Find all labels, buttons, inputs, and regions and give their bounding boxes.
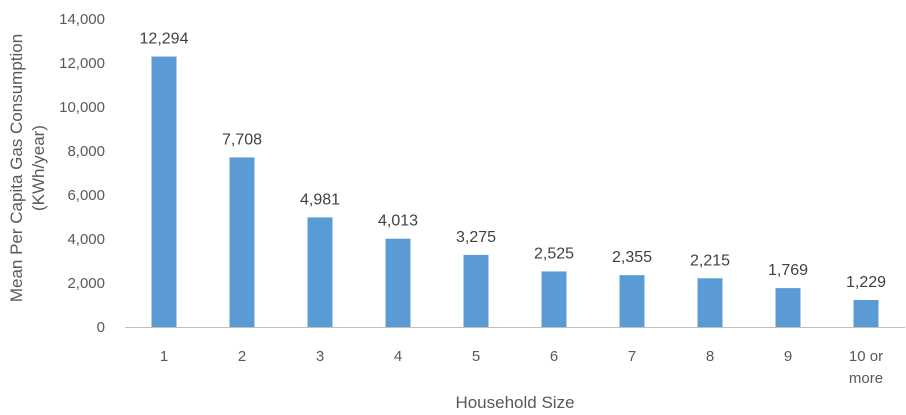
bar [853, 299, 879, 327]
y-tick-label: 0 [97, 319, 105, 336]
data-label: 7,708 [222, 131, 262, 148]
bar [619, 275, 645, 327]
data-labels: 12,294 7,708 4,981 4,013 3,275 2,525 2,355 2,21… [140, 31, 887, 291]
y-tick-label: 8,000 [67, 143, 105, 160]
x-tick-label: 10 or [849, 348, 883, 365]
data-label: 3,275 [456, 229, 496, 246]
x-tick-label: 2 [238, 348, 246, 365]
bar [697, 278, 723, 327]
x-tick-label: 6 [550, 348, 558, 365]
y-axis-title-line: (KWh/year) [29, 125, 48, 211]
data-label: 1,769 [768, 262, 808, 279]
y-tick-label: 14,000 [59, 11, 105, 28]
x-tick-label: 1 [160, 348, 168, 365]
x-tick-label: 7 [628, 348, 636, 365]
x-tick-label: 9 [784, 348, 792, 365]
y-tick-label: 2,000 [67, 275, 105, 292]
y-axis-title-line: Mean Per Capita Gas Consumption [7, 34, 26, 302]
y-tick-label: 4,000 [67, 231, 105, 248]
bar [229, 157, 255, 327]
bar [151, 56, 177, 327]
x-tick-label: more [849, 370, 883, 387]
y-tick-label: 6,000 [67, 187, 105, 204]
y-axis-title: Mean Per Capita Gas Consumption (KWh/year… [7, 34, 48, 302]
x-tick-label: 3 [316, 348, 324, 365]
x-axis-title: Household Size [455, 393, 574, 412]
data-label: 4,013 [378, 213, 418, 230]
data-label: 2,355 [612, 249, 652, 266]
data-label: 4,981 [300, 191, 340, 208]
x-tick-label: 5 [472, 348, 480, 365]
bar [385, 238, 411, 327]
bar [541, 271, 567, 327]
data-label: 2,525 [534, 245, 574, 262]
x-tick-label: 8 [706, 348, 714, 365]
y-tick-label: 12,000 [59, 55, 105, 72]
y-tick-label: 10,000 [59, 99, 105, 116]
bar [307, 217, 333, 327]
data-label: 2,215 [690, 252, 730, 269]
bar [463, 254, 489, 327]
y-axis-tick-labels: 0 2,000 4,000 6,000 8,000 10,000 12,000 14,000 [59, 11, 105, 336]
x-tick-label: 4 [394, 348, 402, 365]
bars [151, 56, 879, 327]
x-axis-tick-labels: 1 2 3 4 5 6 7 8 9 10 or more [160, 348, 883, 387]
bar [775, 288, 801, 327]
data-label: 1,229 [846, 274, 886, 291]
data-label: 12,294 [140, 31, 189, 48]
